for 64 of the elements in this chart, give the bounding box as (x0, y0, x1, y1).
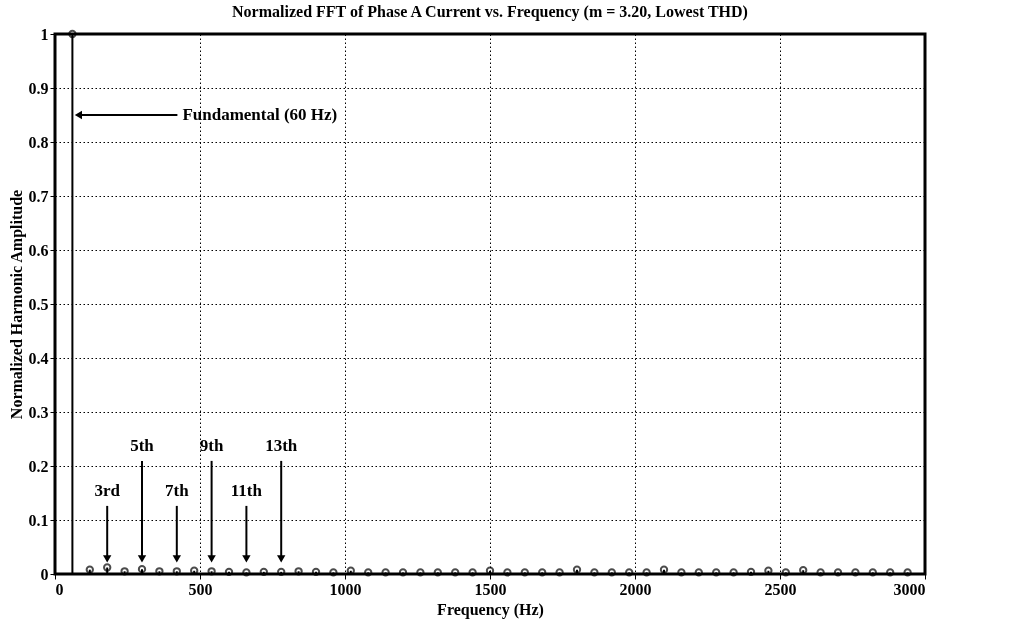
x-axis-title: Frequency (Hz) (437, 600, 544, 619)
point (242, 568, 251, 577)
y-tick-label: 0.8 (28, 133, 49, 151)
y-tick-label: 0.3 (28, 403, 49, 421)
y-tick-label: 1 (40, 25, 49, 43)
point (311, 567, 321, 576)
x-tick-label: 500 (188, 580, 213, 598)
point (572, 565, 582, 574)
x-tick-label: 0 (55, 580, 64, 598)
x-tick-label: 3000 (893, 580, 926, 598)
point (659, 565, 669, 574)
point (468, 568, 477, 577)
point (555, 568, 564, 577)
point (903, 568, 912, 577)
point (137, 564, 147, 574)
point (816, 568, 825, 577)
point (746, 567, 756, 576)
point (781, 568, 790, 577)
point (451, 568, 460, 577)
annotation: 11th (230, 480, 263, 500)
x-tick-label: 1500 (474, 580, 507, 598)
point (590, 568, 599, 577)
y-tick-label: 0.4 (28, 349, 49, 367)
point (677, 568, 686, 577)
y-tick-label: 0 (40, 565, 49, 583)
point (329, 568, 338, 577)
point (833, 568, 843, 577)
point (277, 567, 286, 576)
point (886, 568, 895, 577)
point (398, 568, 408, 577)
y-tick-label: 0.9 (28, 79, 49, 97)
point (868, 568, 877, 577)
y-tick-label: 0.5 (28, 295, 49, 313)
point (520, 568, 529, 577)
point (642, 568, 651, 577)
point (538, 568, 547, 577)
annotation: Fundamental (60 Hz) (182, 105, 338, 124)
annotation: 13th (265, 435, 298, 455)
chart-title: Normalized FFT of Phase A Current vs. Frequency (m = 3.20, Lowest THD) (232, 3, 748, 21)
annotation: 3rd (94, 480, 121, 500)
point (625, 568, 634, 577)
x-tick-label: 1000 (329, 580, 362, 598)
x-tick-label: 2500 (764, 580, 797, 598)
point (224, 567, 234, 576)
y-axis-title: Normalized Harmonic Amplitude (7, 189, 26, 420)
point (607, 568, 616, 577)
point (503, 568, 512, 577)
point (433, 568, 442, 577)
point (364, 568, 373, 577)
point (712, 568, 721, 577)
annotation: 7th (164, 480, 190, 500)
point (259, 567, 268, 576)
y-tick-label: 0.7 (28, 187, 49, 205)
point (416, 568, 425, 577)
point (694, 568, 703, 577)
point (851, 568, 860, 577)
y-tick-label: 0.6 (28, 241, 49, 259)
y-tick-label: 0.2 (28, 457, 49, 475)
point (729, 568, 738, 577)
point (381, 568, 390, 577)
x-tick-label: 2000 (619, 580, 652, 598)
annotation: 5th (130, 435, 155, 455)
y-tick-label: 0.1 (28, 511, 49, 529)
annotation: 9th (199, 435, 224, 455)
